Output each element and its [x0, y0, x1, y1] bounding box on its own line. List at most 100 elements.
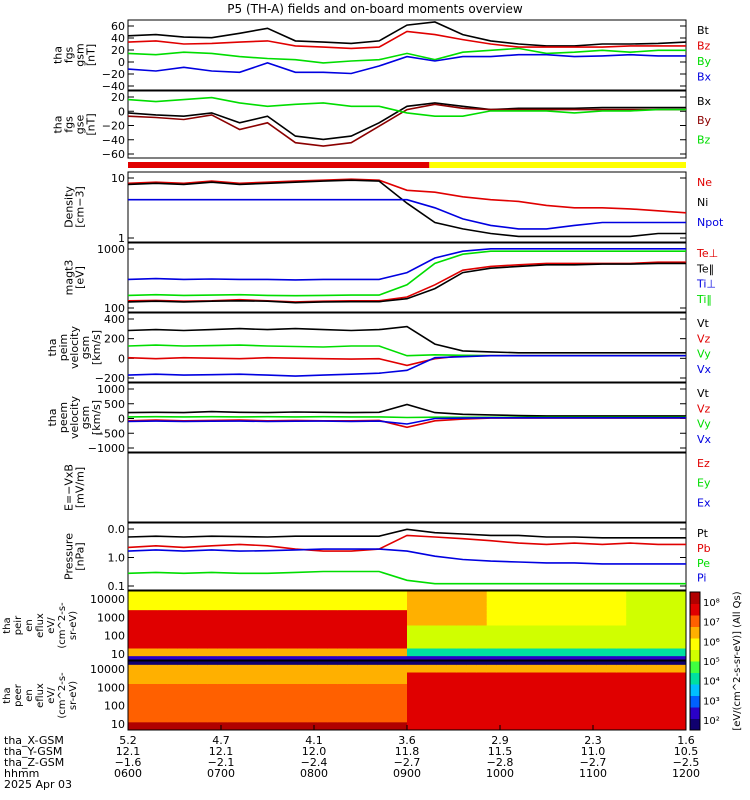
spectrogram-cell — [486, 714, 498, 719]
spectrogram-cell — [397, 617, 408, 623]
spectrogram-cell — [576, 598, 587, 603]
spectrogram-cell — [137, 710, 149, 716]
spectrogram-cell — [367, 614, 378, 619]
spectrogram-cell — [147, 617, 159, 623]
spectrogram-cell — [167, 707, 179, 712]
spectrogram-cell — [526, 680, 538, 685]
series-Bz — [127, 30, 686, 50]
spectrogram-cell — [357, 676, 368, 681]
spectrogram-cell — [327, 621, 338, 626]
spectrogram-cell — [287, 648, 298, 653]
spectrogram-cell — [307, 699, 318, 704]
spectrogram-cell — [137, 610, 149, 615]
spectrogram-cell — [128, 629, 139, 634]
spectrogram-cell — [347, 687, 358, 693]
spectrogram-cell — [387, 687, 398, 693]
spectrogram-cell — [486, 695, 498, 700]
spectrogram-cell — [486, 722, 498, 727]
spectrogram-cell — [297, 722, 308, 727]
spectrogram-cell — [317, 687, 328, 693]
spectrogram-cell — [237, 594, 249, 600]
spectrogram-cell — [317, 633, 328, 638]
spectrogram-cell — [486, 591, 498, 596]
spectrogram-cell — [646, 621, 657, 626]
spectrogram-cell — [337, 637, 348, 642]
spectrogram-cell — [397, 695, 408, 700]
spectrogram-cell — [586, 722, 597, 727]
spectrogram-cell — [576, 664, 587, 670]
spectrogram-cell — [267, 610, 278, 615]
spectrogram-cell — [526, 676, 538, 681]
legend-label: Vy — [697, 418, 711, 431]
panel-frame — [127, 312, 687, 383]
spectrogram-cell — [526, 629, 538, 634]
spectrogram-cell — [377, 637, 388, 642]
spectrogram-cell — [197, 644, 209, 649]
spectrogram-cell — [137, 676, 149, 681]
spectrogram-cell — [586, 637, 597, 642]
spectrogram-cell — [317, 594, 328, 600]
spectrogram-cell — [377, 606, 388, 611]
spectrogram-cell — [556, 606, 567, 611]
spectrogram-cell — [556, 676, 567, 681]
spectrogram-cell — [177, 610, 189, 615]
spectrogram-cell — [237, 672, 249, 677]
spectrogram-cell — [656, 703, 667, 708]
spectrogram-cell — [197, 684, 209, 689]
spectrogram-cell — [347, 640, 358, 646]
spectrogram-cell — [496, 684, 508, 689]
spectrogram-cell — [636, 714, 647, 719]
spec-y-axis-label: en — [24, 619, 35, 632]
spectrogram-cell — [317, 676, 328, 681]
spectrogram-cell — [556, 726, 567, 731]
spectrogram-cell — [397, 644, 408, 649]
spectrogram-cell — [446, 722, 458, 727]
spectrogram-cell — [506, 695, 518, 700]
spectrogram-cell — [586, 714, 597, 719]
spectrogram-cell — [606, 664, 617, 670]
spectrogram-cell — [327, 598, 338, 603]
spectrogram-cell — [666, 648, 677, 653]
spectrogram-cell — [157, 691, 169, 696]
spectrogram-cell — [536, 594, 547, 600]
spectrogram-cell — [526, 668, 538, 673]
spectrogram-cell — [466, 672, 478, 677]
spectrogram-cell — [177, 640, 189, 646]
spectrogram-cell — [187, 637, 199, 642]
spectrogram-cell — [157, 594, 169, 600]
spectrogram-cell — [227, 602, 239, 607]
spectrogram-cell — [656, 617, 667, 623]
spec-y-axis-label: peer — [13, 683, 24, 707]
spectrogram-cell — [377, 699, 388, 704]
spectrogram-cell — [496, 602, 508, 607]
spectrogram-cell — [227, 606, 239, 611]
spectrogram-cell — [566, 656, 577, 661]
spectrogram-cell — [496, 661, 508, 666]
spectrogram-cell — [536, 591, 547, 596]
spectrogram-cell — [287, 687, 298, 693]
spectrogram-cell — [416, 722, 428, 727]
spectrogram-cell — [247, 644, 259, 649]
spectrogram-cell — [456, 656, 468, 661]
spectrogram-cell — [237, 644, 249, 649]
spectrogram-cell — [247, 621, 259, 626]
spectrogram-cell — [486, 652, 498, 657]
spectrogram-cell — [666, 676, 677, 681]
spectrogram-cell — [426, 703, 438, 708]
series-Te‖ — [127, 262, 686, 304]
spectrogram-cell — [257, 676, 268, 681]
spectrogram-cell — [207, 602, 219, 607]
spectrogram-cell — [556, 621, 567, 626]
spectrogram-cell — [357, 648, 368, 653]
spectrogram-cell — [257, 703, 268, 708]
spectrogram-cell — [446, 637, 458, 642]
spectrogram-cell — [596, 629, 607, 634]
spectrogram-cell — [466, 644, 478, 649]
spectrogram-cell — [526, 640, 538, 646]
spectrogram-cell — [416, 699, 428, 704]
spectrogram-cell — [217, 687, 229, 693]
spectrogram-cell — [177, 606, 189, 611]
spectrogram-cell — [167, 676, 179, 681]
spectrogram-cell — [287, 710, 298, 716]
spectrogram-cell — [626, 621, 637, 626]
